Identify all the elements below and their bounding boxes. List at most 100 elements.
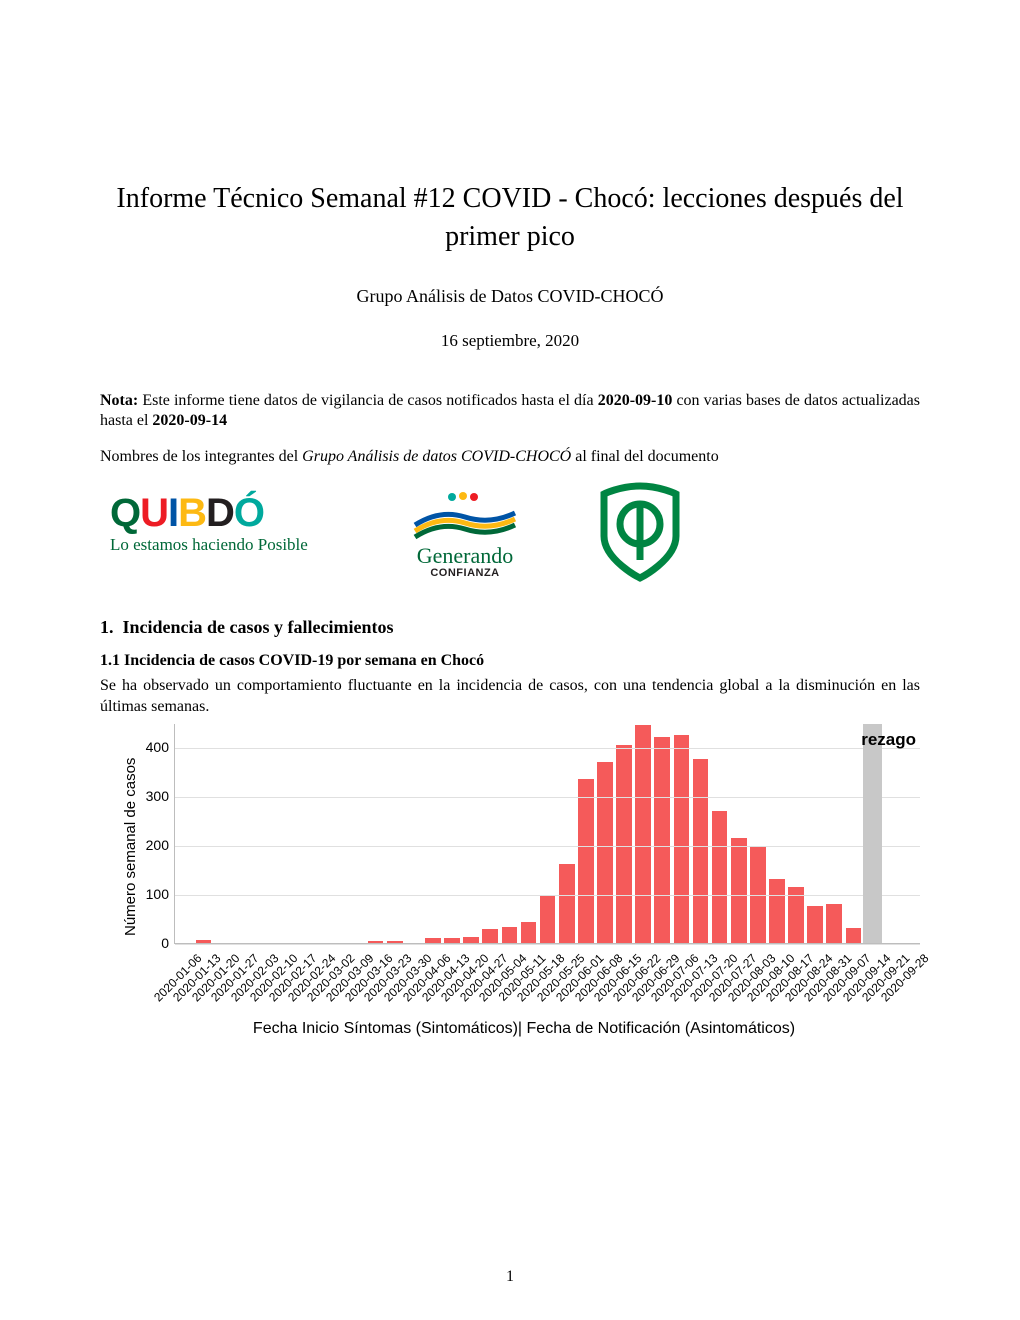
note-text-1: Este informe tiene datos de vigilancia d… (138, 392, 597, 409)
chart-bar-slot (653, 724, 672, 943)
chart-bar-slot (825, 724, 844, 943)
chart-bar-slot (901, 724, 920, 943)
shield-logo (590, 482, 690, 587)
chart-bar-slot (844, 724, 863, 943)
chart-bar-slot (232, 724, 251, 943)
section-1-number: 1. (100, 617, 114, 637)
chart-bar-slot (538, 724, 557, 943)
note-label: Nota: (100, 392, 138, 409)
chart-bar (196, 940, 212, 942)
chart-bar (463, 937, 479, 943)
shield-icon (590, 482, 690, 582)
chart-plot-area: 0100200300400rezago (174, 724, 920, 944)
chart-x-ticks: 2020-01-062020-01-132020-01-202020-01-27… (174, 944, 920, 958)
chart-bar-slot (385, 724, 404, 943)
page-number: 1 (0, 1268, 1020, 1286)
chart-bar (826, 904, 842, 943)
chart-bar (597, 762, 613, 943)
chart-bar-slot (328, 724, 347, 943)
document-author: Grupo Análisis de Datos COVID-CHOCÓ (100, 286, 920, 307)
chart-bar-slot (710, 724, 729, 943)
chart-rezago-band (863, 724, 882, 943)
document-title: Informe Técnico Semanal #12 COVID - Choc… (100, 180, 920, 256)
document-page: Informe Técnico Semanal #12 COVID - Choc… (0, 0, 1020, 1320)
chart-bar (635, 725, 651, 943)
chart-bar-slot (500, 724, 519, 943)
chart-bar-slot (787, 724, 806, 943)
note-date-2: 2020-09-14 (152, 412, 227, 429)
chart-bar (559, 864, 575, 943)
chart-bar (444, 938, 460, 943)
chart-bar (769, 879, 785, 943)
chart-bar-slot (423, 724, 442, 943)
members-post: al final del documento (571, 448, 719, 465)
section-1-1-title: Incidencia de casos COVID-19 por semana … (124, 652, 484, 669)
chart-bar (387, 941, 403, 943)
chart-y-tick: 0 (135, 935, 169, 951)
chart-x-tick: 2020-09-28 (906, 944, 929, 967)
generando-logo: Generando CONFIANZA (380, 491, 550, 579)
chart-bar (846, 928, 862, 943)
quibdo-wordmark: QUIBDÓ (110, 491, 264, 536)
chart-gridline (175, 748, 920, 749)
chart-bar (693, 759, 709, 942)
chart-bar-slot (271, 724, 290, 943)
chart-bars (175, 724, 920, 943)
chart-bar-slot (290, 724, 309, 943)
quibdo-logo: QUIBDÓ Lo estamos haciendo Posible (110, 487, 340, 582)
chart-bar (502, 927, 518, 943)
chart-bar (368, 941, 384, 943)
chart-bar-slot (462, 724, 481, 943)
chart-bar (654, 737, 670, 942)
chart-bar-slot (576, 724, 595, 943)
chart-bar-slot (443, 724, 462, 943)
chart-bar-slot (175, 724, 194, 943)
chart-bar-slot (481, 724, 500, 943)
generando-sub: CONFIANZA (380, 567, 550, 579)
chart-y-tick: 200 (135, 837, 169, 853)
chart-gridline (175, 895, 920, 896)
section-1-heading: 1. Incidencia de casos y fallecimientos (100, 617, 920, 638)
chart-bar-slot (806, 724, 825, 943)
section-1-title: Incidencia de casos y fallecimientos (123, 617, 394, 637)
chart-bar (540, 896, 556, 942)
chart-bar-slot (519, 724, 538, 943)
chart-bar-slot (213, 724, 232, 943)
chart-bar-slot (691, 724, 710, 943)
chart-bar (425, 938, 441, 943)
chart-bar-slot (309, 724, 328, 943)
chart-bar-slot (615, 724, 634, 943)
chart-bar-slot (882, 724, 901, 943)
chart-bar-slot (251, 724, 270, 943)
chart-bar-slot (767, 724, 786, 943)
chart-bar-slot (595, 724, 614, 943)
section-1-1-body: Se ha observado un comportamiento fluctu… (100, 676, 920, 718)
weekly-cases-chart: Número semanal de casos 0100200300400rez… (128, 724, 920, 1038)
chart-bar (521, 922, 537, 943)
chart-bar-slot (366, 724, 385, 943)
chart-bar-slot (672, 724, 691, 943)
chart-bar (616, 745, 632, 943)
chart-bar (482, 929, 498, 943)
note-paragraph: Nota: Este informe tiene datos de vigila… (100, 391, 920, 433)
chart-bar (712, 811, 728, 943)
chart-y-tick: 400 (135, 739, 169, 755)
chart-x-axis-label: Fecha Inicio Síntomas (Sintomáticos)| Fe… (128, 1020, 920, 1038)
chart-y-tick: 100 (135, 886, 169, 902)
chart-bar (674, 735, 690, 943)
chart-rezago-label: rezago (861, 730, 916, 750)
logo-row: QUIBDÓ Lo estamos haciendo Posible Gener… (110, 482, 920, 587)
section-1-1-heading: 1.1 Incidencia de casos COVID-19 por sem… (100, 652, 920, 670)
members-pre: Nombres de los integrantes del (100, 448, 302, 465)
quibdo-slogan: Lo estamos haciendo Posible (110, 535, 308, 555)
generando-brand: Generando (380, 543, 550, 569)
chart-bar (807, 906, 823, 943)
members-paragraph: Nombres de los integrantes del Grupo Aná… (100, 448, 920, 466)
chart-gridline (175, 797, 920, 798)
chart-bar-slot (748, 724, 767, 943)
chart-bar-slot (404, 724, 423, 943)
section-1-1-number: 1.1 (100, 652, 120, 669)
chart-bar (578, 779, 594, 943)
members-group: Grupo Análisis de datos COVID-CHOCÓ (302, 448, 571, 465)
chart-bar-slot (634, 724, 653, 943)
